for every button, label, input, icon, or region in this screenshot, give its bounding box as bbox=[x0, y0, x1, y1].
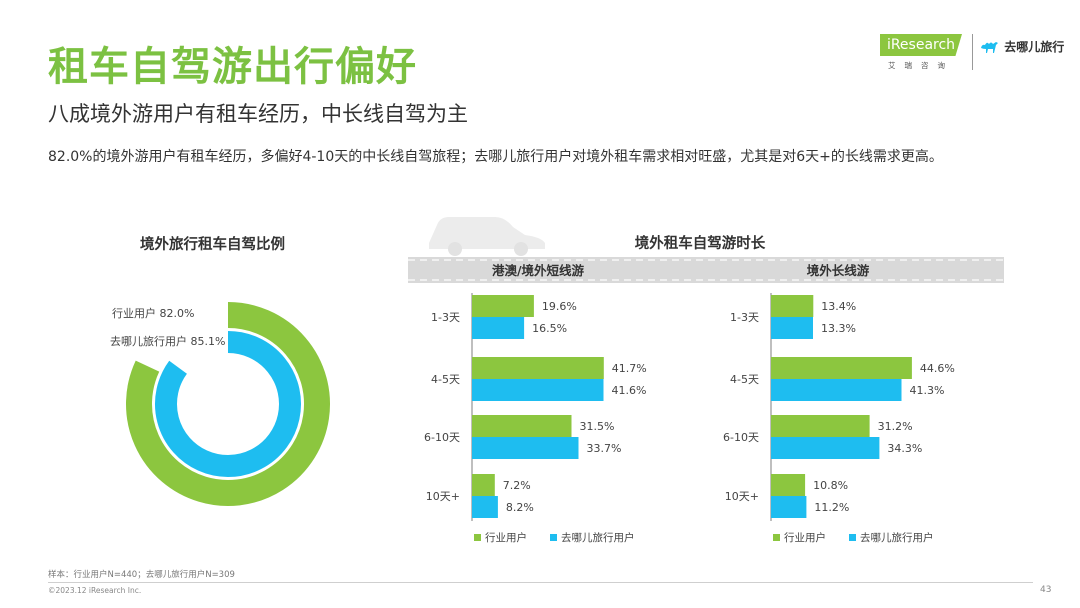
bar-industry bbox=[771, 357, 912, 379]
bar-qunar bbox=[472, 379, 604, 401]
category-label: 10天+ bbox=[725, 490, 759, 503]
bar-value-label: 33.7% bbox=[587, 442, 622, 455]
bar-value-label: 13.3% bbox=[821, 322, 856, 335]
bar-value-label: 19.6% bbox=[542, 300, 577, 313]
logo-divider bbox=[972, 34, 973, 70]
bar-qunar bbox=[472, 496, 498, 518]
category-label: 4-5天 bbox=[431, 373, 460, 386]
donut-chart-title: 境外旅行租车自驾比例 bbox=[140, 237, 285, 253]
bar-value-label: 31.2% bbox=[878, 420, 913, 433]
category-label: 4-5天 bbox=[730, 373, 759, 386]
donut-ring-industry bbox=[126, 302, 330, 506]
footer-divider bbox=[48, 582, 1033, 583]
bar-qunar bbox=[771, 437, 880, 459]
bar-value-label: 10.8% bbox=[813, 479, 848, 492]
bar-industry bbox=[771, 474, 806, 496]
sample-note: 样本：行业用户N=440；去哪儿旅行用户N=309 bbox=[48, 570, 235, 580]
bar-industry bbox=[472, 415, 572, 437]
bar-value-label: 41.6% bbox=[612, 384, 647, 397]
iresearch-logo-sub: 艾瑞咨询 bbox=[888, 61, 954, 70]
road-band bbox=[408, 257, 1004, 283]
bar-qunar bbox=[771, 496, 807, 518]
bar-industry bbox=[771, 295, 814, 317]
page-description: 82.0%的境外游用户有租车经历，多偏好4-10天的中长线自驾旅程；去哪儿旅行用… bbox=[48, 149, 943, 165]
panel-title-short: 港澳/境外短线游 bbox=[492, 263, 585, 278]
iresearch-logo-word: iResearch bbox=[880, 34, 962, 56]
legend-swatch-qunar bbox=[849, 534, 856, 541]
donut-chart bbox=[126, 302, 330, 506]
bar-value-label: 41.7% bbox=[612, 362, 647, 375]
panel-title-long: 境外长线游 bbox=[807, 263, 870, 278]
bar-value-label: 11.2% bbox=[814, 501, 849, 514]
donut-legend-qunar-name: 去哪儿旅行用户 bbox=[110, 335, 187, 348]
bar-value-label: 8.2% bbox=[506, 501, 534, 514]
legend-label-industry: 行业用户 bbox=[784, 531, 826, 544]
donut-legend-qunar-value: 85.1% bbox=[190, 335, 226, 348]
legend-label-industry: 行业用户 bbox=[485, 531, 527, 544]
donut-legend-industry-value: 82.0% bbox=[159, 307, 195, 320]
category-label: 10天+ bbox=[426, 490, 460, 503]
category-label: 1-3天 bbox=[730, 311, 759, 324]
page-number: 43 bbox=[1040, 585, 1052, 595]
donut-legend-industry-name: 行业用户 bbox=[112, 307, 156, 320]
donut-legend-industry: 行业用户 82.0% bbox=[112, 305, 194, 321]
qunar-logo-text: 去哪儿旅行 bbox=[1004, 40, 1065, 54]
bar-qunar bbox=[472, 437, 579, 459]
bar-industry bbox=[472, 474, 495, 496]
bar-value-label: 31.5% bbox=[580, 420, 615, 433]
bar-industry bbox=[771, 415, 870, 437]
donut-ring-qunar bbox=[155, 331, 301, 477]
category-label: 6-10天 bbox=[424, 431, 460, 444]
bar-industry bbox=[472, 357, 604, 379]
bar-value-label: 13.4% bbox=[821, 300, 856, 313]
bar-value-label: 34.3% bbox=[887, 442, 922, 455]
qunar-camel-icon bbox=[981, 42, 998, 53]
page-subtitle: 八成境外游用户有租车经历，中长线自驾为主 bbox=[48, 102, 468, 126]
bar-value-label: 16.5% bbox=[532, 322, 567, 335]
bar-chart-title: 境外租车自驾游时长 bbox=[635, 234, 766, 252]
legend-swatch-qunar bbox=[550, 534, 557, 541]
legend-label-qunar: 去哪儿旅行用户 bbox=[860, 531, 934, 544]
iresearch-logo-icon: iResearch bbox=[880, 34, 962, 56]
category-label: 1-3天 bbox=[431, 311, 460, 324]
bar-qunar bbox=[771, 317, 813, 339]
duration-bar-chart: 境外租车自驾游时长 港澳/境外短线游 境外长线游 1-3天 19.6% 16.5% 4… bbox=[408, 217, 1004, 544]
bar-value-label: 44.6% bbox=[920, 362, 955, 375]
qunar-logo: 去哪儿旅行 bbox=[980, 38, 1064, 55]
bar-value-label: 41.3% bbox=[910, 384, 945, 397]
donut-legend-qunar: 去哪儿旅行用户 85.1% bbox=[110, 333, 225, 349]
category-label: 6-10天 bbox=[723, 431, 759, 444]
page-title: 租车自驾游出行偏好 bbox=[48, 44, 417, 90]
car-silhouette-icon bbox=[429, 217, 545, 256]
legend-swatch-industry bbox=[773, 534, 780, 541]
bar-qunar bbox=[771, 379, 902, 401]
bar-industry bbox=[472, 295, 534, 317]
bar-value-label: 7.2% bbox=[503, 479, 531, 492]
bar-qunar bbox=[472, 317, 525, 339]
copyright: ©2023.12 iResearch Inc. bbox=[48, 586, 142, 595]
legend-label-qunar: 去哪儿旅行用户 bbox=[561, 531, 635, 544]
legend-swatch-industry bbox=[474, 534, 481, 541]
